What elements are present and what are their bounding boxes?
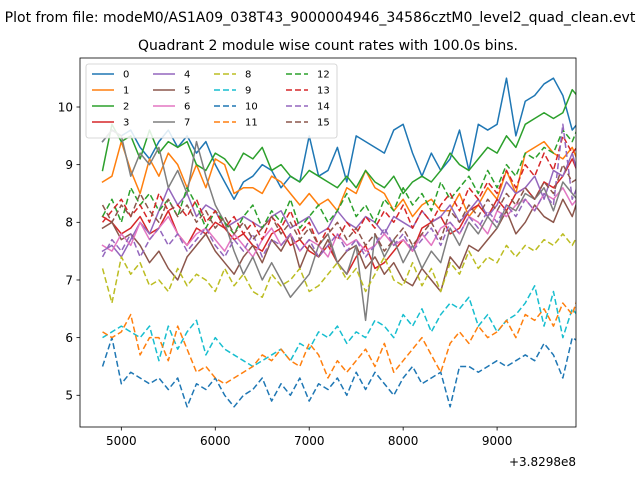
legend-label-7: 7 [184,118,190,129]
series-line-15 [101,163,576,252]
x-offset-label: +3.8298e8 [509,455,576,469]
legend-label-2: 2 [123,102,129,113]
series-line-4 [101,152,576,258]
axes-frame [79,57,577,428]
legend-label-0: 0 [123,70,129,81]
legend-label-5: 5 [184,86,190,97]
legend-label-14: 14 [317,102,330,113]
y-tick-label: 8 [65,216,73,230]
series-line-8 [101,233,576,304]
legend-label-11: 11 [245,118,258,129]
series-line-10 [101,336,576,408]
chart-title: Quadrant 2 module wise count rates with … [138,38,518,54]
y-tick-label: 5 [65,389,73,403]
legend-label-9: 9 [245,86,251,97]
series-line-11 [102,300,576,385]
x-tick-label: 9000 [482,434,513,448]
series-line-0 [101,77,576,201]
x-tick-label: 7000 [294,434,325,448]
legend-label-4: 4 [184,70,190,81]
y-tick-label: 6 [65,331,73,345]
legend-label-6: 6 [184,102,190,113]
legend-box [85,63,338,139]
x-tick-label: 8000 [388,434,419,448]
series-line-12 [101,129,576,235]
legend-label-3: 3 [123,118,129,129]
y-tick-label: 9 [65,158,73,172]
series-line-2 [101,88,576,195]
series-line-6 [101,186,576,258]
x-tick-label: 6000 [200,434,231,448]
legend-label-8: 8 [245,70,251,81]
legend-label-10: 10 [245,102,258,113]
legend-label-12: 12 [317,70,330,81]
legend-label-1: 1 [123,86,129,97]
legend-label-13: 13 [317,86,330,97]
y-tick-label: 7 [65,273,73,287]
plot-area [101,77,576,408]
series-line-13 [101,135,576,247]
y-tick-label: 10 [58,100,73,114]
x-tick-label: 5000 [106,434,137,448]
figure-suptitle: Plot from file: modeM0/AS1A09_038T43_900… [5,10,636,26]
axis-ticks: 5000 6000 7000 8000 9000 5 6 7 8 9 10 [58,100,513,448]
legend-label-15: 15 [317,118,330,129]
series-line-9 [102,284,576,368]
